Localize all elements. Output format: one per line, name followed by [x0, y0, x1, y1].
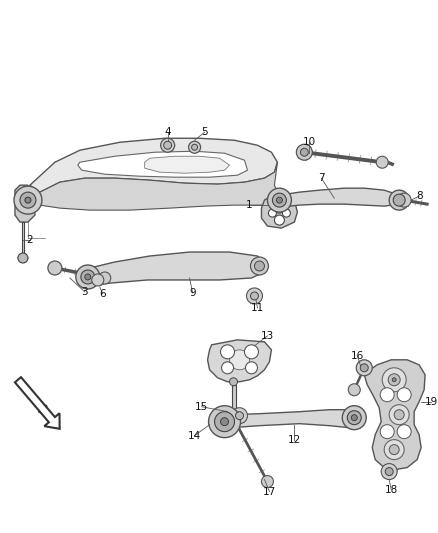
- Circle shape: [394, 410, 404, 419]
- Circle shape: [348, 384, 360, 395]
- Circle shape: [342, 406, 366, 430]
- Circle shape: [48, 261, 62, 275]
- Circle shape: [275, 215, 284, 225]
- Circle shape: [347, 411, 361, 425]
- Circle shape: [251, 257, 268, 275]
- Circle shape: [25, 197, 31, 203]
- Text: 7: 7: [318, 173, 325, 183]
- Text: 1: 1: [246, 200, 253, 210]
- Polygon shape: [78, 151, 247, 177]
- Text: 17: 17: [263, 487, 276, 497]
- Polygon shape: [30, 162, 279, 210]
- Text: 12: 12: [288, 434, 301, 445]
- Circle shape: [244, 345, 258, 359]
- Circle shape: [393, 194, 405, 206]
- Text: 19: 19: [424, 397, 438, 407]
- Circle shape: [380, 425, 394, 439]
- Text: 10: 10: [303, 138, 316, 147]
- Polygon shape: [232, 385, 236, 415]
- Circle shape: [300, 148, 308, 156]
- Circle shape: [221, 418, 229, 426]
- Text: 6: 6: [99, 289, 106, 299]
- Circle shape: [385, 467, 393, 475]
- Circle shape: [76, 265, 100, 289]
- Circle shape: [268, 188, 291, 212]
- Circle shape: [389, 190, 409, 210]
- Circle shape: [18, 253, 28, 263]
- Circle shape: [380, 387, 394, 402]
- Text: 3: 3: [81, 287, 88, 297]
- Polygon shape: [145, 156, 230, 173]
- Text: 15: 15: [195, 402, 208, 411]
- Circle shape: [397, 387, 411, 402]
- Circle shape: [356, 360, 372, 376]
- Text: 14: 14: [188, 431, 201, 441]
- Circle shape: [261, 475, 273, 488]
- Circle shape: [232, 408, 247, 424]
- Polygon shape: [208, 340, 272, 382]
- Text: 11: 11: [251, 303, 264, 313]
- Circle shape: [272, 193, 286, 207]
- Circle shape: [99, 272, 111, 284]
- Circle shape: [20, 192, 36, 208]
- Circle shape: [92, 274, 104, 286]
- Circle shape: [268, 209, 276, 217]
- Circle shape: [247, 288, 262, 304]
- Polygon shape: [261, 196, 297, 228]
- Text: 4: 4: [164, 127, 171, 138]
- Circle shape: [230, 350, 250, 370]
- Polygon shape: [364, 360, 425, 470]
- Circle shape: [254, 261, 265, 271]
- Polygon shape: [215, 410, 357, 427]
- Circle shape: [382, 368, 406, 392]
- Circle shape: [397, 193, 411, 207]
- Text: 8: 8: [416, 191, 422, 201]
- Circle shape: [164, 141, 172, 149]
- Polygon shape: [15, 185, 35, 222]
- Circle shape: [275, 203, 284, 213]
- FancyArrow shape: [15, 377, 60, 429]
- Polygon shape: [28, 138, 277, 200]
- Polygon shape: [277, 188, 399, 207]
- Circle shape: [85, 274, 91, 280]
- Circle shape: [384, 440, 404, 459]
- Circle shape: [215, 411, 234, 432]
- Circle shape: [351, 415, 357, 421]
- Circle shape: [251, 292, 258, 300]
- Polygon shape: [82, 252, 268, 286]
- Polygon shape: [22, 222, 24, 255]
- Circle shape: [208, 406, 240, 438]
- Text: 2: 2: [27, 235, 33, 245]
- Circle shape: [389, 445, 399, 455]
- Circle shape: [221, 345, 234, 359]
- Circle shape: [392, 378, 396, 382]
- Circle shape: [189, 141, 201, 153]
- Circle shape: [381, 464, 397, 480]
- Circle shape: [360, 364, 368, 372]
- Circle shape: [388, 374, 400, 386]
- Text: 5: 5: [201, 127, 208, 138]
- Circle shape: [283, 209, 290, 217]
- Circle shape: [230, 378, 237, 386]
- Circle shape: [245, 362, 258, 374]
- Circle shape: [191, 144, 198, 150]
- Circle shape: [297, 144, 312, 160]
- Text: 18: 18: [385, 484, 398, 495]
- Circle shape: [397, 425, 411, 439]
- Circle shape: [81, 270, 95, 284]
- Circle shape: [236, 411, 244, 419]
- Circle shape: [276, 197, 283, 203]
- Circle shape: [161, 138, 175, 152]
- Text: 13: 13: [261, 331, 274, 341]
- Circle shape: [376, 156, 388, 168]
- Circle shape: [389, 405, 409, 425]
- Text: 9: 9: [189, 288, 196, 298]
- Text: 16: 16: [351, 351, 364, 361]
- Circle shape: [14, 186, 42, 214]
- Circle shape: [222, 362, 233, 374]
